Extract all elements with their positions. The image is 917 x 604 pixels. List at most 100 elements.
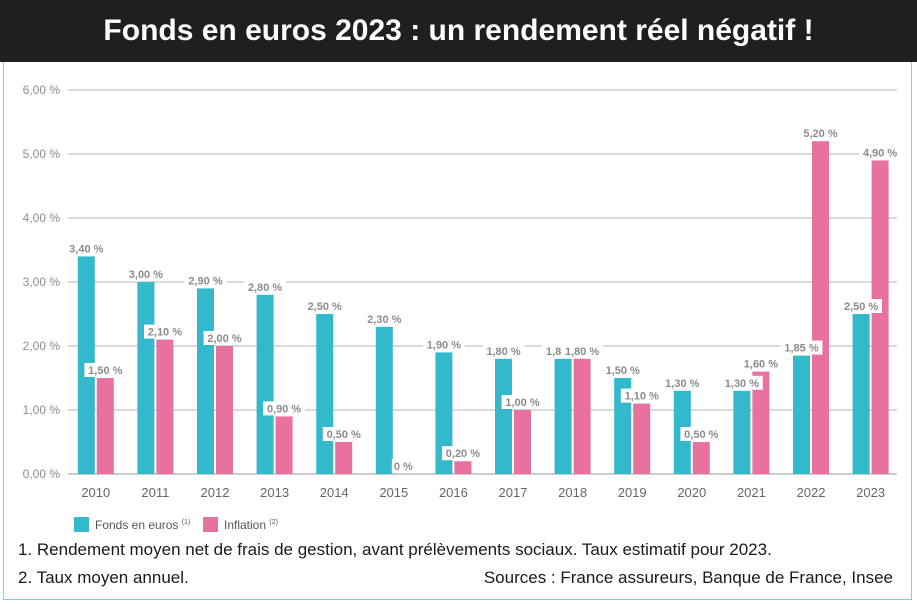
y-axis: 0,00 % 1,00 % 2,00 % 3,00 % 4,00 % 5,00 % 6,00… bbox=[23, 83, 61, 481]
value-label-inflation-2012: 2,00 % bbox=[207, 333, 241, 345]
y-tick-label: 3,00 % bbox=[23, 275, 61, 289]
bar-fonds-2023 bbox=[852, 314, 870, 474]
value-label-bg bbox=[442, 446, 484, 461]
value-label-bg bbox=[740, 356, 782, 371]
bar-inflation-2020 bbox=[692, 442, 710, 474]
footnote-2: 2. Taux moyen annuel. bbox=[18, 568, 189, 587]
bar-inflation-2021 bbox=[752, 371, 770, 474]
bar-fonds-2018 bbox=[554, 358, 572, 474]
value-label-bg bbox=[203, 331, 246, 345]
value-label-bg bbox=[125, 267, 167, 281]
value-label-bg bbox=[561, 343, 603, 358]
value-labels: 3,40 % 1,50 % 3,00 % 2,10 % 2,90 % 2,00 % 2,80… bbox=[65, 126, 901, 473]
value-label-inflation-2013: 0,90 % bbox=[267, 403, 301, 415]
value-label-inflation-2021: 1,60 % bbox=[744, 359, 778, 371]
bar-fonds-2016 bbox=[435, 352, 453, 474]
value-label-bg bbox=[244, 279, 286, 294]
value-label-inflation-2022: 5,20 % bbox=[803, 128, 837, 140]
bar-inflation-2013 bbox=[275, 416, 293, 474]
y-tick-label: 1,00 % bbox=[23, 403, 61, 417]
value-label-inflation-2010: 1,50 % bbox=[88, 365, 122, 377]
x-tick-label-2016: 2016 bbox=[439, 485, 468, 500]
value-label-fonds-2020: 1,30 % bbox=[665, 378, 699, 390]
x-tick-label-2012: 2012 bbox=[201, 485, 230, 500]
value-label-fonds-2022: 1,85 % bbox=[784, 343, 818, 355]
x-tick-label-2019: 2019 bbox=[618, 485, 647, 500]
x-axis: 2010 2011 2012 2013 2014 2015 2016 2017 2018 2019… bbox=[81, 485, 885, 500]
value-label-bg bbox=[661, 375, 704, 390]
bar-fonds-2015 bbox=[375, 326, 393, 474]
legend-label-inflation: Inflation (2) bbox=[224, 518, 278, 532]
bar-inflation-2011 bbox=[156, 339, 174, 474]
value-label-fonds-2012: 2,90 % bbox=[188, 275, 222, 287]
value-label-fonds-2021: 1,30 % bbox=[725, 378, 759, 390]
value-label-fonds-2023: 2,50 % bbox=[844, 301, 878, 313]
value-label-bg bbox=[780, 340, 823, 355]
bar-fonds-2012 bbox=[197, 288, 214, 474]
bar-inflation-2019 bbox=[633, 403, 651, 474]
value-label-inflation-2016: 0,20 % bbox=[446, 448, 480, 460]
y-tick-label: 6,00 % bbox=[23, 83, 61, 97]
bar-fonds-2011 bbox=[137, 282, 155, 474]
value-label-bg bbox=[322, 427, 365, 441]
footnote-1: 1. Rendement moyen net de frais de gesti… bbox=[18, 540, 772, 559]
bar-fonds-2013 bbox=[256, 294, 274, 474]
bar-fonds-2017 bbox=[495, 358, 512, 474]
x-tick-label-2020: 2020 bbox=[677, 485, 706, 500]
value-label-bg bbox=[65, 241, 108, 256]
y-tick-label: 4,00 % bbox=[23, 211, 61, 225]
x-tick-label-2017: 2017 bbox=[499, 485, 528, 500]
bar-inflation-2022 bbox=[812, 141, 829, 474]
legend: Fonds en euros (1) Inflation (2) bbox=[74, 517, 278, 532]
x-tick-label-2021: 2021 bbox=[737, 485, 766, 500]
x-tick-label-2015: 2015 bbox=[379, 485, 408, 500]
value-label-bg bbox=[391, 459, 415, 473]
value-label-bg bbox=[501, 395, 544, 409]
sources-note: Sources : France assureurs, Banque de Fr… bbox=[483, 568, 893, 587]
bar-inflation-2010 bbox=[96, 378, 114, 474]
value-label-fonds-2010: 3,40 % bbox=[69, 243, 103, 255]
value-label-inflation-2011: 2,10 % bbox=[148, 327, 182, 339]
value-label-bg bbox=[482, 343, 525, 358]
value-label-fonds-2016: 1,90 % bbox=[427, 339, 461, 351]
bar-inflation-2014 bbox=[335, 442, 353, 474]
y-tick-label: 5,00 % bbox=[23, 147, 61, 161]
x-tick-label-2018: 2018 bbox=[558, 485, 587, 500]
x-tick-label-2011: 2011 bbox=[141, 485, 169, 500]
value-label-fonds-2014: 2,50 % bbox=[308, 301, 342, 313]
x-tick-label-2013: 2013 bbox=[260, 485, 289, 500]
chart-title: Fonds en euros 2023 : un rendement réel … bbox=[103, 14, 814, 47]
value-label-bg bbox=[840, 299, 882, 313]
legend-label-fonds: Fonds en euros (1) bbox=[95, 518, 190, 532]
value-label-bg bbox=[303, 299, 346, 313]
bar-inflation-2018 bbox=[573, 358, 591, 474]
x-tick-label-2023: 2023 bbox=[856, 485, 885, 500]
value-label-inflation-2014: 0,50 % bbox=[327, 429, 361, 441]
value-label-inflation-2017: 1,00 % bbox=[505, 397, 539, 409]
bar-inflation-2012 bbox=[216, 346, 233, 474]
value-label-fonds-2017: 1,80 % bbox=[486, 346, 520, 358]
value-label-bg bbox=[799, 126, 842, 141]
chart-frame bbox=[3, 62, 912, 600]
header-bar: Fonds en euros 2023 : un rendement réel … bbox=[0, 0, 917, 62]
value-label-bg bbox=[84, 363, 127, 377]
bar-fonds-2022 bbox=[793, 355, 810, 474]
value-label-bg bbox=[263, 401, 305, 416]
legend-swatch-inflation bbox=[203, 517, 218, 532]
y-tick-label: 2,00 % bbox=[23, 339, 61, 353]
bars bbox=[77, 141, 889, 474]
value-label-bg bbox=[184, 273, 227, 288]
value-label-fonds-2013: 2,80 % bbox=[248, 282, 282, 294]
bar-fonds-2014 bbox=[316, 314, 334, 474]
y-tick-label: 0,00 % bbox=[23, 467, 61, 481]
value-label-bg bbox=[859, 145, 901, 160]
value-label-bg bbox=[423, 337, 465, 352]
bar-inflation-2023 bbox=[871, 160, 889, 474]
value-label-bg bbox=[601, 363, 644, 377]
value-label-inflation-2023: 4,90 % bbox=[863, 147, 897, 159]
value-label-bg bbox=[721, 375, 763, 390]
value-label-inflation-2020: 0,50 % bbox=[684, 429, 718, 441]
value-label-bg bbox=[144, 324, 186, 339]
bar-chart: 0,00 % 1,00 % 2,00 % 3,00 % 4,00 % 5,00 % 6,00… bbox=[23, 83, 901, 532]
value-label-fonds-2011: 3,00 % bbox=[129, 269, 163, 281]
